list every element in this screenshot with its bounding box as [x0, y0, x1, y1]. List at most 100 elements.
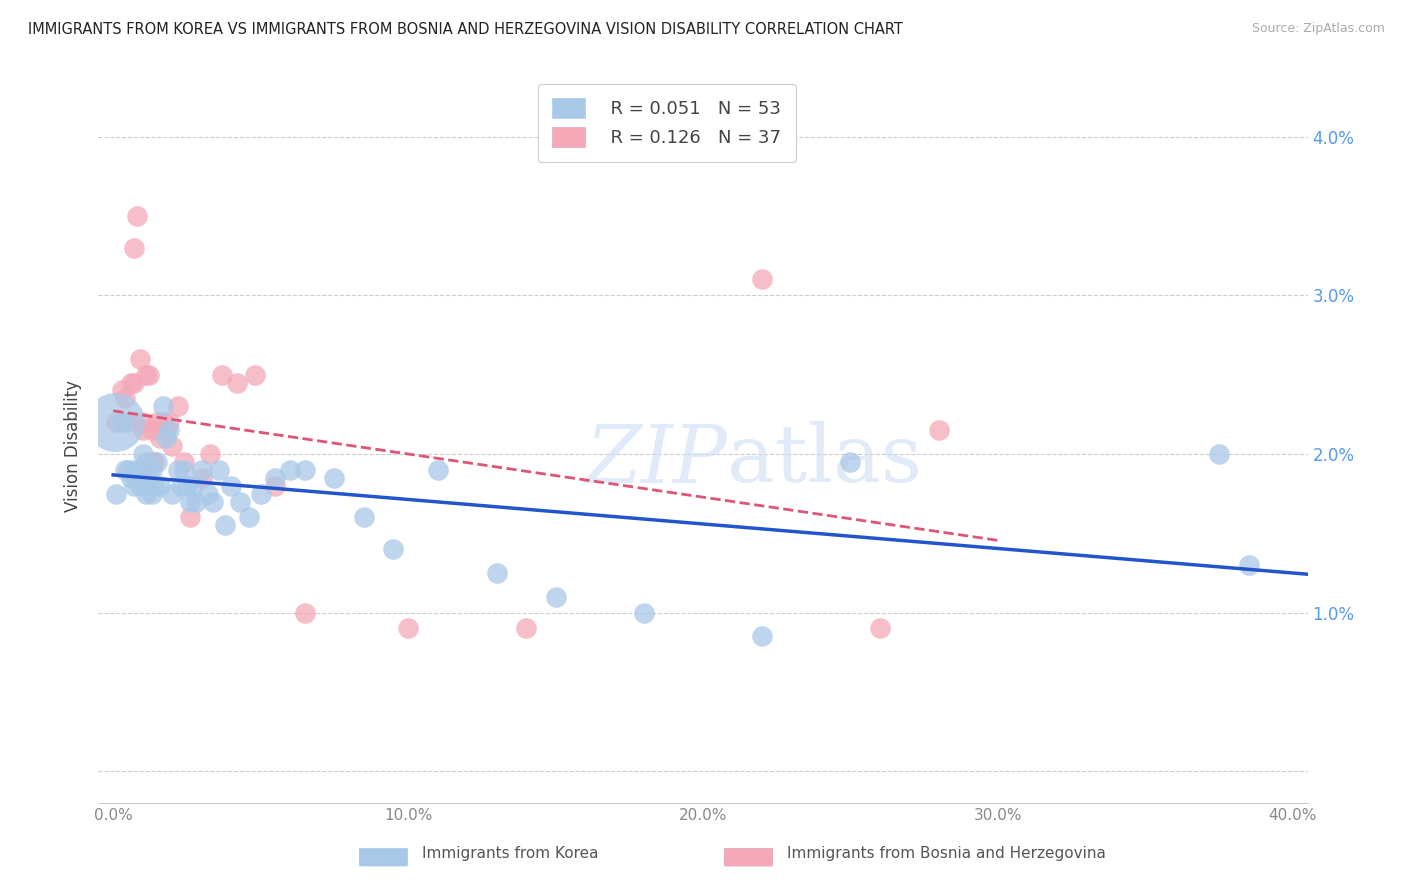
Point [219, 478, 242, 492]
Point [120, 376, 142, 390]
Point [135, 368, 157, 382]
Point [157, 423, 180, 437]
Point [167, 400, 190, 414]
Point [197, 486, 219, 500]
Point [122, 241, 145, 255]
Point [928, 423, 950, 437]
Point [544, 590, 567, 604]
Point [179, 510, 201, 524]
Point [264, 478, 287, 492]
Point [243, 368, 266, 382]
Point [131, 447, 153, 461]
Text: Source: ZipAtlas.com: Source: ZipAtlas.com [1251, 22, 1385, 36]
Point [128, 463, 150, 477]
Point [135, 486, 157, 500]
Point [141, 423, 163, 437]
Point [114, 463, 136, 477]
Point [141, 463, 163, 477]
Legend:   R = 0.051   N = 53,   R = 0.126   N = 37: R = 0.051 N = 53, R = 0.126 N = 37 [538, 84, 796, 161]
Point [138, 471, 160, 485]
Point [167, 463, 190, 477]
Point [751, 629, 773, 643]
Point [249, 486, 271, 500]
Point [131, 423, 153, 437]
Point [128, 351, 150, 366]
Point [515, 621, 537, 635]
Point [152, 415, 174, 429]
Point [426, 463, 449, 477]
Point [141, 455, 163, 469]
Point [128, 478, 150, 492]
Point [1208, 447, 1230, 461]
Point [278, 463, 301, 477]
Point [160, 439, 183, 453]
Text: atlas: atlas [727, 421, 922, 500]
Point [176, 478, 198, 492]
Point [211, 368, 233, 382]
Point [143, 478, 166, 492]
Point [179, 494, 201, 508]
Point [111, 384, 134, 398]
Point [122, 478, 145, 492]
Point [149, 478, 172, 492]
Point [149, 431, 172, 445]
Point [117, 415, 139, 429]
Point [1237, 558, 1260, 572]
Point [264, 471, 287, 485]
Point [120, 471, 142, 485]
Point [122, 463, 145, 477]
Text: Immigrants from Bosnia and Herzegovina: Immigrants from Bosnia and Herzegovina [787, 847, 1107, 861]
Point [131, 415, 153, 429]
Point [173, 455, 195, 469]
Point [117, 463, 139, 477]
Point [155, 431, 177, 445]
Point [396, 621, 419, 635]
Point [294, 463, 316, 477]
Point [294, 606, 316, 620]
Point [184, 494, 207, 508]
Point [160, 486, 183, 500]
Point [135, 455, 157, 469]
Point [633, 606, 655, 620]
Point [190, 463, 212, 477]
Point [111, 415, 134, 429]
Point [208, 463, 231, 477]
Point [104, 415, 127, 429]
FancyBboxPatch shape [359, 848, 408, 866]
Point [114, 392, 136, 406]
Point [229, 494, 252, 508]
Point [839, 455, 862, 469]
Point [152, 400, 174, 414]
Text: Immigrants from Korea: Immigrants from Korea [422, 847, 599, 861]
Point [125, 471, 148, 485]
Point [105, 415, 128, 429]
Point [146, 455, 169, 469]
Point [751, 272, 773, 286]
Point [353, 510, 375, 524]
Point [181, 478, 204, 492]
Point [485, 566, 508, 580]
Point [105, 486, 128, 500]
Point [323, 471, 346, 485]
Point [141, 486, 163, 500]
Point [869, 621, 891, 635]
Point [190, 471, 212, 485]
Point [170, 478, 193, 492]
Point [138, 368, 160, 382]
Point [202, 494, 225, 508]
Text: IMMIGRANTS FROM KOREA VS IMMIGRANTS FROM BOSNIA AND HERZEGOVINA VISION DISABILIT: IMMIGRANTS FROM KOREA VS IMMIGRANTS FROM… [28, 22, 903, 37]
FancyBboxPatch shape [724, 848, 773, 866]
Point [146, 415, 169, 429]
Point [143, 455, 166, 469]
Text: ZIP: ZIP [585, 422, 727, 499]
Point [122, 376, 145, 390]
Point [155, 423, 177, 437]
Y-axis label: Vision Disability: Vision Disability [65, 380, 83, 512]
Point [157, 415, 180, 429]
Point [238, 510, 260, 524]
Point [173, 463, 195, 477]
Point [382, 542, 405, 557]
Point [214, 518, 236, 533]
Point [125, 209, 148, 223]
Point [226, 376, 249, 390]
